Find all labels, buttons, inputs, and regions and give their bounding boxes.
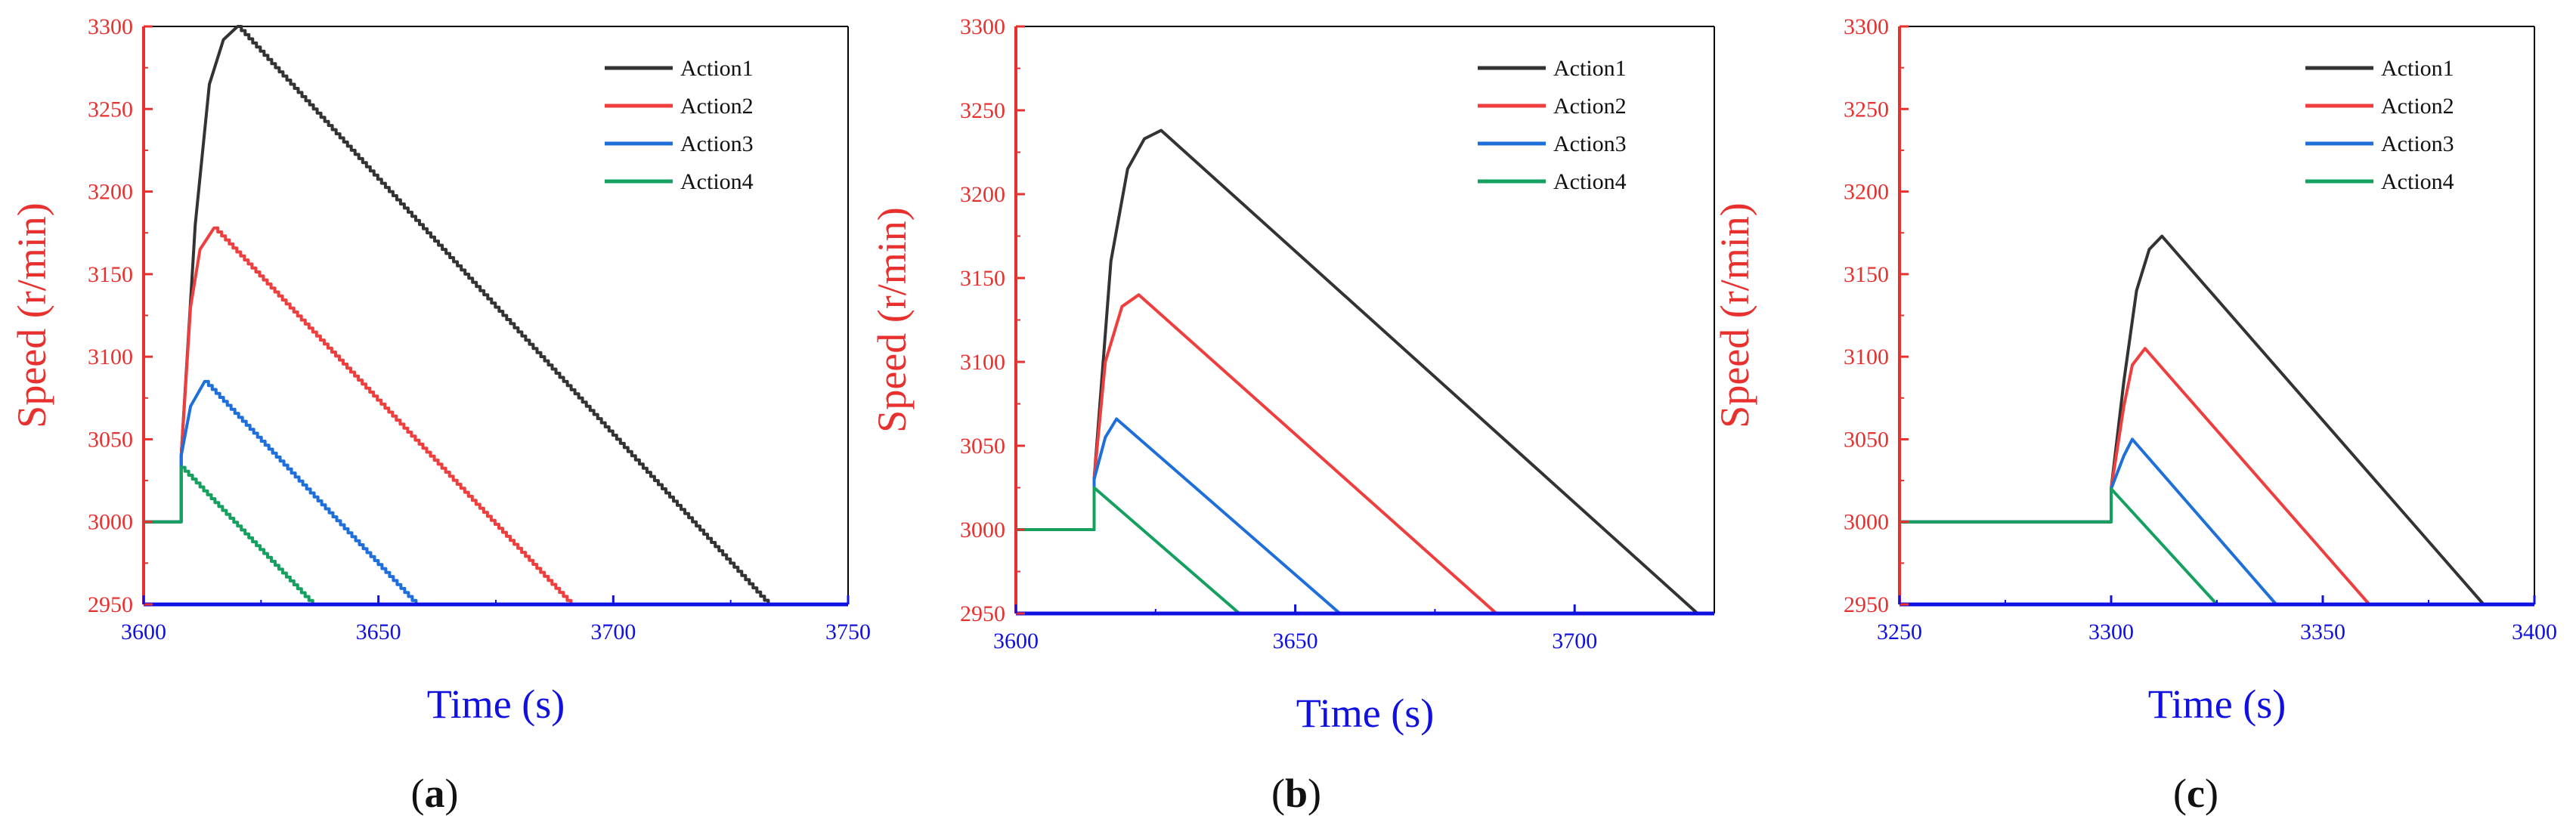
panel-a-x-tick-label: 3750 <box>825 620 871 644</box>
panel-b-y-tick-label: 3300 <box>960 14 1005 39</box>
panel-b-y-tick-label: 3250 <box>960 98 1005 123</box>
panel-b-y-tick-label: 3150 <box>960 266 1005 291</box>
panel-a-y-axis-title: Speed (r/min) <box>9 202 54 428</box>
panel-a-legend-label-action3: Action3 <box>680 131 754 156</box>
panel-a-series-action3 <box>144 379 418 604</box>
panel-c-y-tick-label: 3100 <box>1844 345 1889 369</box>
panel-c-x-tick-label: 3250 <box>1877 620 1922 644</box>
panel-a-legend-label-action2: Action2 <box>680 94 754 119</box>
panel-b-y-tick-label: 3000 <box>960 518 1005 542</box>
panel-a-x-tick-label: 3700 <box>590 620 636 644</box>
panel-b-x-tick-label: 3700 <box>1552 629 1597 654</box>
panel-b-legend-label-action1: Action1 <box>1553 56 1627 81</box>
panel-b-series-action3 <box>1016 417 1342 615</box>
panel-b-legend-label-action3: Action3 <box>1553 131 1627 156</box>
panel-a-legend-label-action4: Action4 <box>680 169 754 194</box>
panel-b-series-action1 <box>1016 128 1699 615</box>
panel-b-y-tick-label: 3050 <box>960 434 1005 459</box>
panel-c-legend-label-action1: Action1 <box>2381 56 2454 81</box>
panel-b-y-tick-label: 3100 <box>960 350 1005 375</box>
panel-c-y-tick-label: 3200 <box>1844 180 1889 205</box>
panel-b-x-axis-title: Time (s) <box>1296 691 1435 736</box>
panel-a-y-tick-label: 3150 <box>88 262 133 287</box>
panel-b-legend-label-action2: Action2 <box>1553 94 1627 119</box>
panel-a-y-tick-label: 3050 <box>88 427 133 452</box>
panel-c-y-axis-title: Speed (r/min) <box>1712 202 1757 428</box>
panel-c-y-tick-label: 3300 <box>1844 14 1889 39</box>
panel-c-x-tick-label: 3400 <box>2512 620 2557 644</box>
panel-c-y-tick-label: 3000 <box>1844 510 1889 535</box>
panel-b-legend-label-action4: Action4 <box>1553 169 1627 194</box>
panel-c-legend-label-action3: Action3 <box>2381 131 2454 156</box>
panel-b-x-tick-label: 3650 <box>1273 629 1318 654</box>
panel-c-series-action1 <box>1899 234 2485 606</box>
panel-b-caption: (b) <box>1271 771 1321 816</box>
panel-b-x-tick-label: 3600 <box>993 629 1039 654</box>
panel-c-x-axis-title: Time (s) <box>2148 681 2287 727</box>
panel-b-y-tick-label: 2950 <box>960 601 1005 626</box>
panel-a-y-tick-label: 3100 <box>88 345 133 369</box>
panel-c-caption: (c) <box>2173 771 2218 816</box>
panel-c-y-tick-label: 3150 <box>1844 262 1889 287</box>
panel-a-x-tick-label: 3650 <box>356 620 401 644</box>
panel-a-series-action1 <box>144 25 770 604</box>
panel-a-series-action2 <box>144 226 573 604</box>
panel-c-y-tick-label: 2950 <box>1844 592 1889 617</box>
panel-b-series-action2 <box>1016 293 1498 615</box>
panel-b-y-tick-label: 3200 <box>960 182 1005 207</box>
panel-a-caption: (a) <box>411 771 459 816</box>
panel-a-y-tick-label: 3250 <box>88 97 133 122</box>
panel-c-legend-label-action4: Action4 <box>2381 169 2454 194</box>
panel-a-y-tick-label: 3300 <box>88 14 133 39</box>
panel-a-x-tick-label: 3600 <box>121 620 166 644</box>
panel-a-legend-label-action1: Action1 <box>680 56 754 81</box>
panel-a-y-tick-label: 3000 <box>88 510 133 535</box>
panel-c-x-tick-label: 3350 <box>2300 620 2345 644</box>
panel-c-y-tick-label: 3250 <box>1844 97 1889 122</box>
panel-a-y-tick-label: 2950 <box>88 592 133 617</box>
panel-a-series-action4 <box>144 465 314 604</box>
panel-a-y-tick-label: 3200 <box>88 180 133 205</box>
panel-b-y-axis-title: Speed (r/min) <box>869 207 915 432</box>
panel-c-legend-label-action2: Action2 <box>2381 94 2454 119</box>
panel-b-series-action4 <box>1016 486 1241 615</box>
panel-c-y-tick-label: 3050 <box>1844 427 1889 452</box>
panel-a-x-axis-title: Time (s) <box>427 681 565 727</box>
panel-c-series-action4 <box>1899 487 2218 606</box>
panel-c-x-tick-label: 3300 <box>2088 620 2134 644</box>
panel-c-series-action2 <box>1899 347 2371 606</box>
